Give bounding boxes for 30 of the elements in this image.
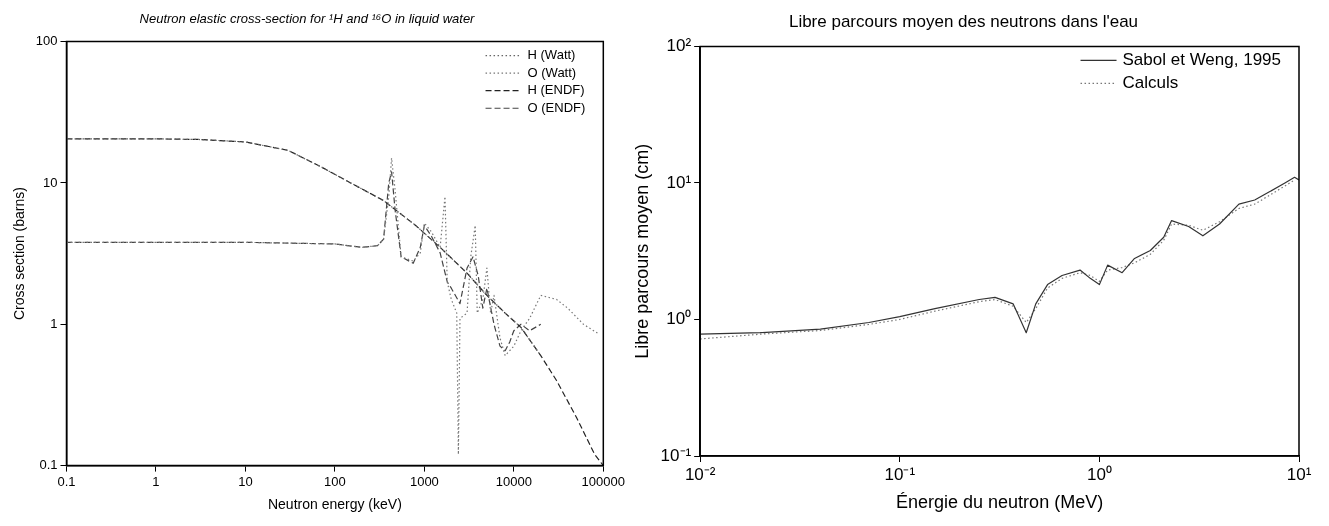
y-tick-label: 1: [50, 315, 58, 331]
x-tick-label: 10⁰: [1086, 464, 1112, 484]
chart-title: Neutron elastic cross-section for ¹H and ¹⁶O in liquid water: [139, 11, 476, 27]
legend-label: Sabol et Weng, 1995: [1122, 50, 1282, 70]
x-tick-label: 10000: [495, 473, 532, 489]
y-axis-title: Cross section (barns): [11, 187, 28, 321]
legend-label: Calculs: [1122, 73, 1179, 93]
y-tick-label: 10⁻¹: [660, 445, 692, 465]
x-tick-label: 10⁻²: [684, 464, 716, 484]
x-tick-label: 10⁻¹: [884, 464, 916, 484]
y-axis-title: Libre parcours moyen (cm): [631, 143, 652, 359]
x-tick-label: 100000: [581, 473, 626, 489]
y-tick-label: 10²: [666, 36, 692, 56]
x-axis-title: Neutron energy (keV): [267, 496, 402, 513]
legend-label: H (ENDF): [527, 82, 585, 98]
y-tick-label: 10: [43, 174, 58, 190]
x-tick-label: 10¹: [1286, 464, 1312, 484]
y-tick-label: 10⁰: [666, 309, 692, 329]
legend-label: H (Watt): [527, 47, 576, 63]
y-tick-label: 10¹: [666, 172, 692, 192]
y-tick-label: 100: [35, 33, 58, 49]
x-tick-label: 100: [324, 473, 346, 489]
legend-label: O (ENDF): [527, 99, 586, 115]
chart-title: Libre parcours moyen des neutrons dans l'eau: [788, 11, 1139, 31]
legend-label: O (Watt): [527, 64, 577, 80]
x-tick-label: 0.1: [57, 473, 76, 489]
x-tick-label: 1: [152, 473, 160, 489]
x-tick-label: 1000: [409, 473, 439, 489]
x-axis-title: Énergie du neutron (MeV): [896, 492, 1104, 513]
x-tick-label: 10: [238, 473, 253, 489]
